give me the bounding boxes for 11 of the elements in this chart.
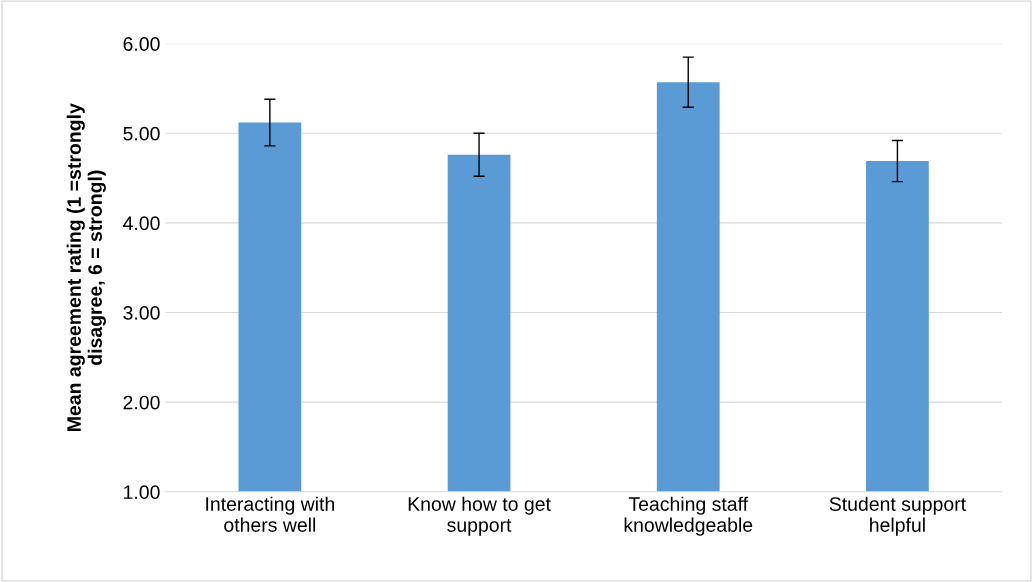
y-tick-label: 3.00 [123, 306, 160, 320]
y-tick-label: 1.00 [124, 485, 160, 500]
x-tick-label: Teaching staff knowledgeable [624, 496, 753, 536]
y-tick-label: 6.00 [123, 37, 160, 51]
y-tick-label: 5.00 [123, 126, 160, 141]
x-tick-label: Interacting with others well [206, 496, 334, 532]
x-tick-label: Know how to get support [408, 496, 551, 536]
y-axis-title: Mean agreement rating (1 =strongly disagree, 6 = strongl) [66, 103, 106, 431]
y-tick-label: 2.00 [123, 395, 160, 410]
y-tick-label: 4.00 [123, 216, 160, 231]
x-tick-label: Student support helpful [829, 496, 966, 536]
